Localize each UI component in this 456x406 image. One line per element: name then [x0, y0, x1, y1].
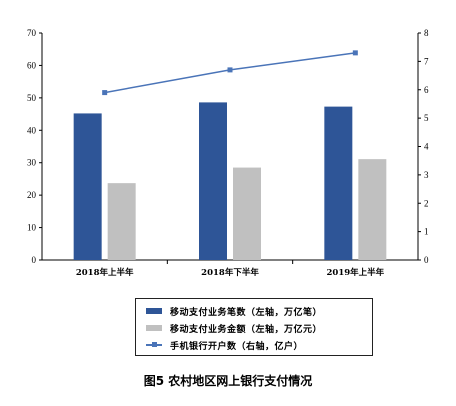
left-tick-label: 50 [27, 93, 37, 103]
legend-swatch-count [146, 308, 162, 314]
right-tick-label: 3 [424, 170, 429, 180]
legend-label-amount: 移动支付业务金额（左轴，万亿元） [170, 324, 323, 335]
category-labels: 2018年上半年 2018年下半年 2019年上半年 [76, 260, 385, 278]
bar-count [324, 106, 353, 260]
legend-item-count: 移动支付业务笔数（左轴，万亿笔） [146, 303, 322, 319]
right-tick-label: 1 [424, 227, 429, 237]
legend-swatch-amount [146, 325, 162, 331]
legend-item-amount: 移动支付业务金额（左轴，万亿元） [146, 320, 322, 336]
left-tick-label: 20 [27, 190, 37, 200]
legend: 移动支付业务笔数（左轴，万亿笔） 移动支付业务金额（左轴，万亿元） 手机银行开户… [135, 298, 373, 356]
left-tick-label: 70 [27, 28, 37, 38]
left-axis-ticks: 0 10 20 30 40 50 60 70 [27, 28, 42, 265]
accounts-point [227, 67, 233, 73]
legend-label-accounts: 手机银行开户数（右轴，亿户） [170, 341, 304, 352]
category-label: 2018年下半年 [201, 267, 259, 278]
bar-count [73, 113, 102, 261]
legend-item-accounts: 手机银行开户数（右轴，亿户） [146, 337, 303, 353]
accounts-point [352, 50, 358, 56]
right-tick-label: 4 [424, 142, 429, 152]
right-axis-ticks: 0 1 2 3 4 5 6 7 8 [418, 28, 429, 265]
bars [73, 102, 387, 261]
right-tick-label: 2 [424, 198, 429, 208]
figure-caption: 图5 农村地区网上银行支付情况 [143, 374, 313, 388]
accounts-line [104, 52, 356, 94]
legend-label-count: 移动支付业务笔数（左轴，万亿笔） [170, 307, 323, 318]
legend-swatch-accounts [146, 342, 162, 348]
left-tick-label: 40 [27, 125, 37, 135]
bar-amount [107, 183, 136, 260]
right-tick-label: 8 [424, 28, 429, 38]
left-tick-label: 60 [27, 60, 37, 70]
left-tick-label: 0 [32, 255, 37, 265]
category-label: 2019年上半年 [326, 267, 384, 278]
line-series [102, 50, 358, 96]
left-tick-label: 10 [27, 223, 37, 233]
right-tick-label: 5 [424, 113, 429, 123]
accounts-point [102, 90, 108, 96]
bar-amount [233, 167, 261, 260]
bar-amount [358, 159, 387, 260]
bar-count [199, 102, 227, 260]
right-tick-label: 0 [424, 255, 429, 265]
right-tick-label: 7 [424, 56, 429, 66]
right-tick-label: 6 [424, 85, 429, 95]
category-label: 2018年上半年 [76, 267, 134, 278]
left-tick-label: 30 [27, 158, 37, 168]
chart: 0 10 20 30 40 50 60 70 0 1 2 3 4 5 6 7 8 2018年上半年 2018年下… [27, 28, 429, 278]
